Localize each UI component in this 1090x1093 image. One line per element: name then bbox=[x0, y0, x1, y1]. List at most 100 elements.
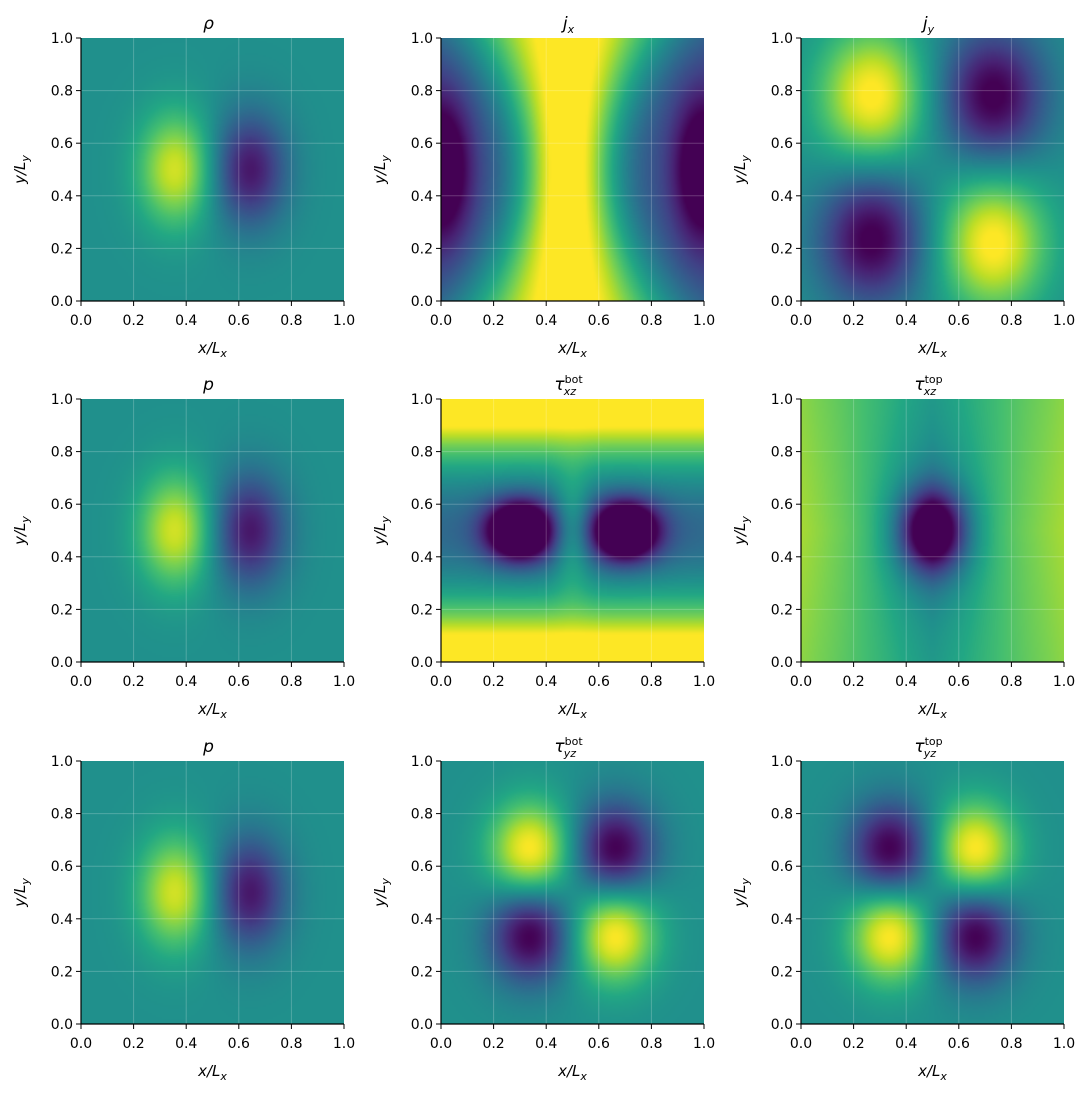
y-tick-label: 0.2 bbox=[411, 602, 433, 618]
x-axis-label: x/Lx bbox=[197, 339, 227, 360]
y-tick-label: 0.8 bbox=[51, 445, 73, 461]
x-tick-label: 0.2 bbox=[842, 674, 864, 690]
panel-title: τbot xz bbox=[554, 373, 583, 398]
y-tick-label: 0.0 bbox=[771, 1017, 793, 1033]
y-tick-label: 1.0 bbox=[51, 754, 73, 770]
x-tick-label: 0.4 bbox=[535, 313, 557, 329]
x-tick-label: 0.0 bbox=[430, 674, 452, 690]
x-tick-label: 0.2 bbox=[122, 674, 144, 690]
x-tick-label: 1.0 bbox=[333, 313, 355, 329]
x-tick-label: 0.6 bbox=[948, 1036, 970, 1052]
x-tick-label: 0.4 bbox=[895, 313, 917, 329]
x-tick-label: 0.8 bbox=[640, 313, 662, 329]
heatmap-image bbox=[81, 761, 344, 1024]
heatmap-image bbox=[801, 38, 1064, 301]
y-tick-label: 0.2 bbox=[771, 602, 793, 618]
y-tick-label: 0.6 bbox=[51, 859, 73, 875]
panel-title: ρ bbox=[203, 14, 214, 34]
x-tick-label: 0.6 bbox=[228, 313, 250, 329]
y-tick-label: 1.0 bbox=[771, 392, 793, 408]
x-tick-label: 0.8 bbox=[280, 313, 302, 329]
x-axis-label: x/Lx bbox=[197, 700, 227, 721]
y-tick-label: 0.8 bbox=[771, 84, 793, 100]
panel-title: jx bbox=[561, 14, 575, 36]
y-tick-label: 0.8 bbox=[51, 84, 73, 100]
y-tick-label: 1.0 bbox=[51, 31, 73, 47]
x-tick-label: 0.8 bbox=[640, 674, 662, 690]
x-tick-label: 1.0 bbox=[333, 674, 355, 690]
y-tick-label: 0.2 bbox=[771, 241, 793, 257]
x-tick-label: 0.8 bbox=[640, 1036, 662, 1052]
y-tick-label: 0.8 bbox=[411, 807, 433, 823]
x-tick-label: 0.4 bbox=[175, 1036, 197, 1052]
x-tick-label: 0.6 bbox=[228, 674, 250, 690]
x-tick-label: 1.0 bbox=[333, 1036, 355, 1052]
x-tick-label: 0.0 bbox=[790, 313, 812, 329]
x-tick-label: 0.2 bbox=[122, 1036, 144, 1052]
y-tick-label: 0.0 bbox=[411, 655, 433, 671]
panel-title: τtop yz bbox=[914, 735, 942, 760]
y-tick-label: 0.4 bbox=[411, 189, 433, 205]
x-axis-label: x/Lx bbox=[917, 1062, 947, 1083]
y-tick-label: 0.4 bbox=[771, 189, 793, 205]
x-tick-label: 0.0 bbox=[70, 1036, 92, 1052]
heatmap-image bbox=[441, 38, 704, 301]
x-tick-label: 0.4 bbox=[895, 1036, 917, 1052]
x-axis-label: x/Lx bbox=[917, 700, 947, 721]
y-tick-label: 0.6 bbox=[411, 859, 433, 875]
x-tick-label: 0.2 bbox=[482, 1036, 504, 1052]
x-tick-label: 1.0 bbox=[693, 313, 715, 329]
y-tick-label: 0.0 bbox=[771, 655, 793, 671]
x-tick-label: 0.6 bbox=[228, 1036, 250, 1052]
x-tick-label: 0.6 bbox=[948, 674, 970, 690]
heatmap-image bbox=[441, 399, 704, 662]
y-tick-label: 0.0 bbox=[51, 655, 73, 671]
x-tick-label: 0.0 bbox=[790, 1036, 812, 1052]
y-axis-label: y/Ly bbox=[371, 516, 392, 546]
y-tick-label: 0.0 bbox=[51, 1017, 73, 1033]
y-axis-label: y/Ly bbox=[371, 878, 392, 908]
y-axis-label: y/Ly bbox=[731, 516, 752, 546]
y-tick-label: 0.6 bbox=[771, 136, 793, 152]
y-tick-label: 0.2 bbox=[51, 602, 73, 618]
y-tick-label: 0.2 bbox=[51, 241, 73, 257]
x-tick-label: 0.2 bbox=[842, 313, 864, 329]
x-tick-label: 0.0 bbox=[70, 674, 92, 690]
y-tick-label: 0.6 bbox=[51, 497, 73, 513]
x-tick-label: 0.6 bbox=[948, 313, 970, 329]
y-tick-label: 0.4 bbox=[411, 912, 433, 928]
x-axis-label: x/Lx bbox=[557, 700, 587, 721]
heatmap-image bbox=[81, 399, 344, 662]
y-axis-label: y/Ly bbox=[371, 155, 392, 185]
x-tick-label: 0.0 bbox=[430, 1036, 452, 1052]
y-tick-label: 0.0 bbox=[51, 294, 73, 310]
x-tick-label: 0.2 bbox=[122, 313, 144, 329]
y-tick-label: 0.0 bbox=[771, 294, 793, 310]
y-axis-label: y/Ly bbox=[11, 878, 32, 908]
heatmap-image bbox=[801, 399, 1064, 662]
y-tick-label: 0.2 bbox=[771, 964, 793, 980]
x-axis-label: x/Lx bbox=[917, 339, 947, 360]
y-tick-label: 0.8 bbox=[51, 807, 73, 823]
y-tick-label: 0.2 bbox=[51, 964, 73, 980]
heatmap-image bbox=[801, 761, 1064, 1024]
y-tick-label: 0.8 bbox=[771, 807, 793, 823]
y-tick-label: 1.0 bbox=[411, 392, 433, 408]
y-axis-label: y/Ly bbox=[11, 155, 32, 185]
y-tick-label: 0.6 bbox=[411, 497, 433, 513]
y-tick-label: 0.6 bbox=[51, 136, 73, 152]
x-axis-label: x/Lx bbox=[557, 1062, 587, 1083]
x-tick-label: 0.2 bbox=[482, 313, 504, 329]
x-tick-label: 0.8 bbox=[280, 674, 302, 690]
y-tick-label: 0.4 bbox=[51, 550, 73, 566]
